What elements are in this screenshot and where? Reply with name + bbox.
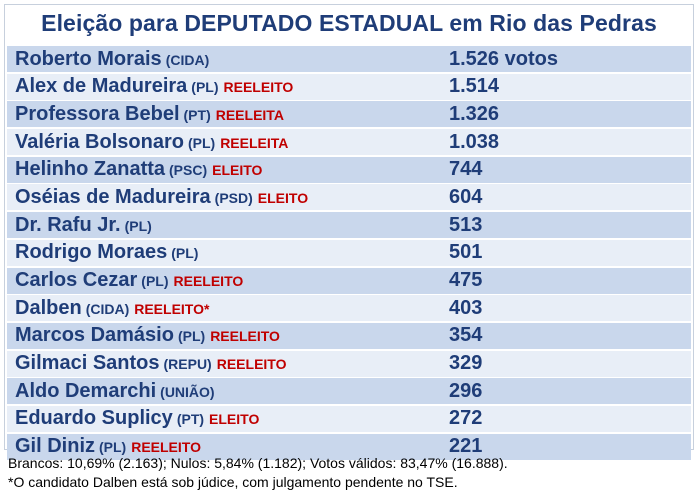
vote-count: 329 [449, 352, 483, 375]
vote-count: 1.038 [449, 130, 500, 153]
candidate-name: Eduardo Suplicy [15, 407, 173, 430]
vote-count: 501 [449, 241, 483, 264]
table-row: Carlos Cezar (PL) REELEITO 475 [7, 267, 691, 294]
candidate-cell: Eduardo Suplicy (PT) ELEITO [7, 407, 441, 430]
candidate-party: (PL) [99, 439, 127, 456]
candidate-name: Helinho Zanatta [15, 158, 166, 181]
candidate-party: (PL) [141, 273, 169, 289]
candidate-party: (PL) [177, 328, 206, 345]
table-row: Marcos Damásio (PL) REELEITO 354 [7, 322, 691, 349]
vote-count: 744 [449, 158, 483, 181]
results-rows: Roberto Morais (CIDA) 1.526 votos Alex de M… [7, 46, 691, 461]
table-row: Gilmaci Santos (REPU) REELEITO 329 [7, 350, 691, 377]
election-status-badge: REELEITA [220, 134, 289, 151]
vote-count: 1.526 votos [449, 47, 558, 70]
election-status-badge: REELEITO [210, 328, 280, 345]
candidate-cell: Aldo Demarchi (UNIÃO) [7, 380, 441, 403]
election-status-badge: REELEITO [131, 439, 201, 456]
candidate-party: (PT) [183, 106, 211, 123]
candidate-cell: Helinho Zanatta (PSC) ELEITO [7, 158, 441, 181]
table-row: Rodrigo Moraes (PL) 501 [7, 239, 691, 266]
results-table: Eleição para DEPUTADO ESTADUAL em Rio da… [4, 4, 694, 460]
vote-count: 272 [449, 407, 483, 430]
candidate-cell: Dr. Rafu Jr. (PL) [7, 214, 441, 237]
candidate-cell: Marcos Damásio (PL) REELEITO [7, 324, 441, 347]
election-status-badge: REELEITO [173, 273, 244, 289]
candidate-cell: Oséias de Madureira (PSD) ELEITO [7, 186, 441, 209]
table-row: Gil Diniz (PL) REELEITO 221 [7, 433, 691, 460]
vote-count: 1.326 [449, 102, 500, 125]
vote-count: 1.514 [449, 75, 500, 98]
candidate-name: Oséias de Madureira [15, 185, 211, 208]
candidate-name: Rodrigo Moraes [15, 241, 168, 264]
table-row: Eduardo Suplicy (PT) ELEITO 272 [7, 405, 691, 432]
candidate-party: (PSC) [169, 162, 208, 179]
candidate-name: Alex de Madureira [15, 75, 188, 98]
table-row: Oséias de Madureira (PSD) ELEITO 604 [7, 184, 691, 211]
vote-count: 354 [449, 324, 483, 347]
candidate-name: Gilmaci Santos [15, 352, 160, 375]
election-status-badge: REELEITO [223, 79, 294, 96]
candidate-party: (PL) [171, 245, 199, 262]
candidate-name: Dalben [15, 296, 82, 319]
table-title: Eleição para DEPUTADO ESTADUAL em Rio da… [41, 10, 657, 36]
candidate-cell: Professora Bebel (PT) REELEITA [7, 103, 441, 126]
table-row: Professora Bebel (PT) REELEITA 1.326 [7, 101, 691, 128]
vote-count: 296 [449, 379, 483, 402]
vote-count: 403 [449, 296, 483, 319]
candidate-party: (REPU) [163, 356, 212, 373]
election-status-badge: REELEITA [215, 106, 284, 123]
table-row: Valéria Bolsonaro (PL) REELEITA 1.038 [7, 129, 691, 156]
footnote-dalben: *O candidato Dalben está sob júdice, com… [8, 474, 458, 490]
candidate-party: (PL) [187, 134, 216, 151]
election-status-badge: ELEITO [257, 189, 309, 206]
candidate-name: Gil Diniz [15, 435, 95, 458]
candidate-name: Marcos Damásio [15, 324, 174, 347]
candidate-name: Professora Bebel [15, 102, 180, 125]
table-row: Roberto Morais (CIDA) 1.526 votos [7, 46, 691, 72]
election-status-badge: REELEITO [216, 356, 287, 373]
table-row: Dalben (CIDA) REELEITO* 403 [7, 295, 691, 322]
candidate-cell: Dalben (CIDA) REELEITO* [7, 297, 441, 320]
candidate-party: (PT) [176, 411, 205, 428]
candidate-cell: Gilmaci Santos (REPU) REELEITO [7, 352, 441, 375]
candidate-party: (UNIÃO) [160, 383, 215, 400]
candidate-name: Carlos Cezar [15, 269, 138, 291]
vote-count: 604 [449, 185, 483, 208]
table-row: Dr. Rafu Jr. (PL) 513 [7, 212, 691, 239]
candidate-cell: Carlos Cezar (PL) REELEITO [7, 269, 441, 292]
election-status-badge: ELEITO [212, 162, 263, 179]
table-row: Alex de Madureira (PL) REELEITO 1.514 [7, 73, 691, 100]
vote-count: 221 [449, 435, 483, 458]
footnote-blank-null-votes: Brancos: 10,69% (2.163); Nulos: 5,84% (1… [8, 455, 508, 471]
candidate-name: Dr. Rafu Jr. [15, 213, 121, 236]
candidate-cell: Rodrigo Moraes (PL) [7, 241, 441, 264]
election-status-badge: ELEITO [209, 411, 260, 428]
candidate-name: Aldo Demarchi [15, 379, 157, 402]
candidate-cell: Alex de Madureira (PL) REELEITO [7, 75, 441, 98]
election-status-badge: REELEITO* [134, 300, 210, 317]
candidate-cell: Roberto Morais (CIDA) [7, 48, 441, 71]
candidate-party: (PSD) [214, 189, 253, 206]
vote-count: 475 [449, 269, 483, 291]
candidate-party: (PL) [191, 79, 219, 96]
vote-count: 513 [449, 213, 483, 236]
table-row: Aldo Demarchi (UNIÃO) 296 [7, 378, 691, 405]
candidate-cell: Gil Diniz (PL) REELEITO [7, 435, 441, 458]
candidate-party: (PL) [124, 217, 152, 234]
table-row: Helinho Zanatta (PSC) ELEITO 744 [7, 156, 691, 183]
candidate-party: (CIDA) [85, 300, 130, 317]
candidate-party: (CIDA) [165, 51, 210, 68]
candidate-name: Roberto Morais [15, 47, 162, 70]
candidate-cell: Valéria Bolsonaro (PL) REELEITA [7, 131, 441, 154]
candidate-name: Valéria Bolsonaro [15, 130, 184, 153]
